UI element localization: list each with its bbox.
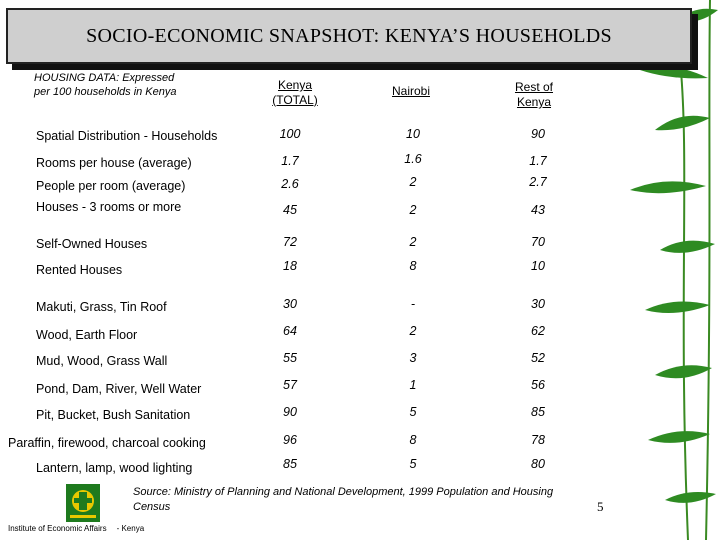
cell-rest: 70 <box>531 235 545 249</box>
cell-nairobi: 5 <box>409 405 417 419</box>
cell-rest: 2.7 <box>529 175 547 189</box>
row-label: Lantern, lamp, wood lighting <box>36 461 193 475</box>
cell-rest: 30 <box>531 297 545 311</box>
cell-kenya: 100 <box>279 127 301 141</box>
cell-nairobi: 2 <box>409 235 417 249</box>
cell-nairobi: 10 <box>406 127 420 141</box>
row-label: People per room (average) <box>36 179 186 193</box>
column-header-line1: Rest of <box>514 80 553 94</box>
cell-rest: 56 <box>531 378 545 392</box>
cell-nairobi: 8 <box>409 259 417 273</box>
cell-nairobi: 2 <box>409 175 417 189</box>
institute-footer: Institute of Economic Affairs - Kenya <box>8 524 144 533</box>
row-label: Mud, Wood, Grass Wall <box>36 354 168 368</box>
row-label: Wood, Earth Floor <box>36 328 138 342</box>
row-label: Pit, Bucket, Bush Sanitation <box>36 408 191 422</box>
row-label: Rooms per house (average) <box>36 156 192 170</box>
cell-kenya: 85 <box>283 457 297 471</box>
title-banner: SOCIO-ECONOMIC SNAPSHOT: KENYA’S HOUSEHO… <box>6 8 692 64</box>
header-note: HOUSING DATA: Expressed per 100 househol… <box>34 71 184 99</box>
cell-rest: 10 <box>531 259 545 273</box>
row-label: Houses - 3 rooms or more <box>36 200 182 214</box>
cell-kenya: 72 <box>283 235 297 249</box>
cell-rest: 1.7 <box>529 154 547 168</box>
cell-nairobi: 2 <box>409 203 417 217</box>
cell-kenya: 45 <box>283 203 297 217</box>
cell-nairobi: 8 <box>409 433 417 447</box>
source-note: Source: Ministry of Planning and Nationa… <box>133 486 554 513</box>
cell-rest: 62 <box>531 324 545 338</box>
cell-rest: 43 <box>531 203 545 217</box>
column-header-line2: Kenya <box>516 95 552 109</box>
cell-kenya: 57 <box>283 378 297 392</box>
cell-nairobi: 5 <box>409 457 417 471</box>
cell-rest: 52 <box>531 351 545 365</box>
column-header-line2: (TOTAL) <box>272 93 318 107</box>
cell-kenya: 1.7 <box>281 154 299 168</box>
cell-rest: 90 <box>531 127 545 141</box>
cell-kenya: 55 <box>283 351 297 365</box>
row-label: Rented Houses <box>36 263 123 277</box>
cell-kenya: 64 <box>283 324 297 338</box>
column-header-line1: Kenya <box>277 78 313 92</box>
cell-rest: 78 <box>531 433 545 447</box>
cell-rest: 80 <box>531 457 545 471</box>
cell-kenya: 96 <box>283 433 297 447</box>
cell-rest: 85 <box>531 405 545 419</box>
column-header-rest-of-kenya: Rest of Kenya <box>494 80 574 110</box>
column-header-line1: Nairobi <box>391 84 430 98</box>
cell-nairobi: 2 <box>409 324 417 338</box>
page-number: 5 <box>597 499 604 514</box>
institute-suffix: - Kenya <box>116 524 145 533</box>
institute-name: Institute of Economic Affairs <box>8 524 107 533</box>
column-header-nairobi: Nairobi <box>371 84 451 99</box>
institute-logo-icon <box>66 484 100 522</box>
cell-nairobi: - <box>410 297 416 311</box>
cell-nairobi: 1.6 <box>404 152 422 166</box>
bamboo-decoration <box>630 0 718 540</box>
cell-kenya: 30 <box>283 297 297 311</box>
row-label: Spatial Distribution - Households <box>36 129 218 143</box>
cell-nairobi: 3 <box>409 351 417 365</box>
cell-nairobi: 1 <box>409 378 417 392</box>
cell-kenya: 18 <box>283 259 297 273</box>
row-label: Self-Owned Houses <box>36 237 148 251</box>
row-label: Paraffin, firewood, charcoal cooking <box>8 436 206 450</box>
row-label: Makuti, Grass, Tin Roof <box>36 300 167 314</box>
column-header-kenya-total: Kenya (TOTAL) <box>255 78 335 108</box>
slide-title: SOCIO-ECONOMIC SNAPSHOT: KENYA’S HOUSEHO… <box>86 24 612 47</box>
row-label: Pond, Dam, River, Well Water <box>36 382 202 396</box>
cell-kenya: 2.6 <box>281 177 299 191</box>
cell-kenya: 90 <box>283 405 297 419</box>
